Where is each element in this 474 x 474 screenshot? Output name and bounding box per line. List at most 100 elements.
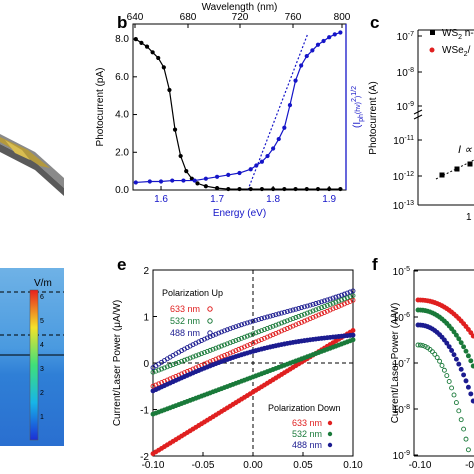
data-point (461, 372, 467, 378)
data-point (279, 328, 285, 334)
top-tick-label: 640 (127, 12, 144, 23)
data-point (150, 383, 156, 389)
legend-marker (207, 330, 213, 336)
data-point (259, 316, 265, 322)
data-point (293, 322, 299, 328)
data-point (336, 293, 342, 299)
data-point (261, 335, 267, 341)
series-line-0 (135, 38, 341, 190)
data-point (219, 343, 225, 349)
data-point (230, 325, 236, 331)
data-point (338, 30, 343, 35)
data-point (290, 316, 296, 322)
data-point (216, 344, 222, 350)
data-point (336, 298, 342, 304)
data-point (216, 355, 222, 361)
data-point (239, 345, 245, 351)
data-point (267, 324, 273, 330)
data-point (347, 299, 353, 304)
data-point (156, 55, 161, 61)
data-point (256, 317, 262, 322)
legend-marker (207, 306, 213, 312)
y-tick-label: 10-9 (397, 101, 414, 113)
data-point (304, 317, 310, 323)
legend-label: 488 nm (292, 440, 322, 450)
data-point (192, 178, 197, 183)
legend-title-up: Polarization Up (162, 288, 223, 298)
data-point (451, 352, 457, 358)
data-point (446, 379, 452, 384)
legend-marker (207, 318, 213, 324)
data-point (264, 334, 270, 340)
legend-label: WS2 n- (442, 28, 474, 41)
data-point (271, 186, 276, 192)
x-tick-label: 1.9 (322, 194, 336, 205)
legend-label: 488 nm (170, 328, 200, 338)
panel-letter-e: e (117, 255, 126, 274)
data-point (170, 362, 176, 368)
data-point (224, 341, 230, 347)
data-point (256, 338, 262, 344)
data-point (446, 344, 452, 350)
data-point (184, 169, 189, 174)
y-axis-title: Photocurrent (pA) (95, 68, 106, 147)
data-point (321, 38, 326, 44)
data-point (173, 361, 179, 366)
data-point (330, 300, 336, 306)
data-point (190, 354, 196, 360)
y-tick-label: 10-12 (393, 171, 414, 183)
data-point (172, 127, 178, 132)
x-tick-label: 0.10 (343, 460, 363, 471)
x-tick-label: 1.7 (210, 194, 224, 205)
data-point (204, 335, 210, 341)
data-point (456, 361, 462, 367)
y-tick-label: 0 (143, 359, 149, 370)
y-axis-title: Photocurrent (A) (368, 81, 379, 154)
data-point (233, 348, 239, 354)
data-point (290, 307, 296, 313)
data-point (259, 159, 265, 164)
colorbar-tick-label: 4 (40, 342, 44, 349)
data-point (324, 302, 330, 308)
legend-label: 532 nm (170, 316, 200, 326)
data-point (456, 408, 462, 414)
y-axis-title: Current/Laser Power (μA/W) (112, 300, 123, 426)
data-point (332, 32, 337, 37)
data-point (276, 311, 282, 317)
data-point (271, 146, 276, 151)
data-point (313, 307, 319, 313)
data-point (333, 305, 339, 311)
data-point (236, 336, 242, 342)
data-point (470, 398, 474, 404)
legend-label: 633 nm (170, 304, 200, 314)
data-point (465, 447, 471, 453)
data-point (133, 36, 138, 42)
data-point (187, 355, 193, 361)
data-point (316, 312, 322, 318)
data-point (167, 363, 173, 369)
data-point (456, 336, 462, 342)
data-point (259, 186, 265, 192)
data-point (239, 322, 245, 328)
data-point (344, 290, 350, 296)
data-point (461, 426, 467, 432)
data-point (451, 329, 457, 335)
data-point (313, 301, 319, 306)
y-tick-label: 10-7 (393, 358, 410, 370)
colorbar-tick-label: 2 (40, 390, 44, 397)
data-point (193, 353, 199, 359)
y-tick-label: 10-9 (393, 450, 410, 462)
data-point (230, 349, 236, 355)
data-point (341, 296, 347, 302)
data-point (454, 166, 460, 172)
data-point (237, 170, 242, 176)
data-point (213, 331, 219, 337)
axis-break (413, 109, 423, 115)
data-point (284, 326, 290, 331)
field-map: V/m 6 5 4 3 2 1 (0, 268, 64, 446)
chart-panel-f: 10-5 10-6 10-7 10-8 10-9 Current/Laser Power … (390, 266, 474, 471)
data-point (429, 349, 435, 355)
chart-panel-e: -0.10-0.050.000.050.10-2-1012Voltage (V)… (112, 266, 363, 471)
data-point (156, 367, 162, 373)
data-point (196, 352, 202, 358)
